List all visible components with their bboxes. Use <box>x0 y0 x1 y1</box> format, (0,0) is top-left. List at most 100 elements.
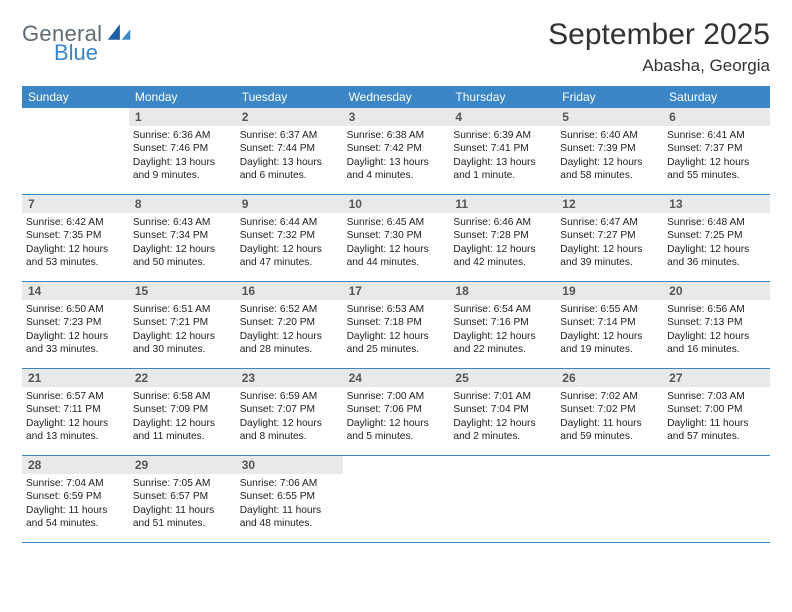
dl2-line: and 47 minutes. <box>240 256 339 269</box>
sunrise-line: Sunrise: 6:47 AM <box>560 216 659 229</box>
day-number: 22 <box>129 369 236 387</box>
day-cell: 20Sunrise: 6:56 AMSunset: 7:13 PMDayligh… <box>663 282 770 368</box>
sunset-line: Sunset: 7:35 PM <box>26 229 125 242</box>
calendar-weeks: 1Sunrise: 6:36 AMSunset: 7:46 PMDaylight… <box>22 108 770 543</box>
header-row: General Blue September 2025 Abasha, Geor… <box>22 18 770 76</box>
dl1-line: Daylight: 11 hours <box>560 417 659 430</box>
sunset-line: Sunset: 7:46 PM <box>133 142 232 155</box>
dl2-line: and 50 minutes. <box>133 256 232 269</box>
dl2-line: and 5 minutes. <box>347 430 446 443</box>
day-body: Sunrise: 6:45 AMSunset: 7:30 PMDaylight:… <box>343 213 450 274</box>
day-number: 26 <box>556 369 663 387</box>
empty-cell <box>556 456 663 542</box>
day-number: 2 <box>236 108 343 126</box>
dl1-line: Daylight: 11 hours <box>133 504 232 517</box>
sunset-line: Sunset: 7:06 PM <box>347 403 446 416</box>
day-body: Sunrise: 6:47 AMSunset: 7:27 PMDaylight:… <box>556 213 663 274</box>
day-number: 21 <box>22 369 129 387</box>
sunrise-line: Sunrise: 6:59 AM <box>240 390 339 403</box>
day-cell: 24Sunrise: 7:00 AMSunset: 7:06 PMDayligh… <box>343 369 450 455</box>
title-block: September 2025 Abasha, Georgia <box>548 18 770 76</box>
day-body: Sunrise: 6:55 AMSunset: 7:14 PMDaylight:… <box>556 300 663 361</box>
sunrise-line: Sunrise: 6:50 AM <box>26 303 125 316</box>
dl2-line: and 39 minutes. <box>560 256 659 269</box>
sunrise-line: Sunrise: 7:05 AM <box>133 477 232 490</box>
day-body: Sunrise: 6:51 AMSunset: 7:21 PMDaylight:… <box>129 300 236 361</box>
day-number: 6 <box>663 108 770 126</box>
sunrise-line: Sunrise: 6:53 AM <box>347 303 446 316</box>
dl2-line: and 2 minutes. <box>453 430 552 443</box>
dl1-line: Daylight: 12 hours <box>560 156 659 169</box>
dl2-line: and 4 minutes. <box>347 169 446 182</box>
dl1-line: Daylight: 12 hours <box>347 243 446 256</box>
page: General Blue September 2025 Abasha, Geor… <box>0 0 792 553</box>
sunset-line: Sunset: 7:28 PM <box>453 229 552 242</box>
day-cell: 29Sunrise: 7:05 AMSunset: 6:57 PMDayligh… <box>129 456 236 542</box>
dl1-line: Daylight: 11 hours <box>26 504 125 517</box>
dl1-line: Daylight: 12 hours <box>240 243 339 256</box>
day-cell: 1Sunrise: 6:36 AMSunset: 7:46 PMDaylight… <box>129 108 236 194</box>
day-body: Sunrise: 6:48 AMSunset: 7:25 PMDaylight:… <box>663 213 770 274</box>
week-row: 28Sunrise: 7:04 AMSunset: 6:59 PMDayligh… <box>22 456 770 543</box>
weekday-wednesday: Wednesday <box>343 86 450 108</box>
day-number: 20 <box>663 282 770 300</box>
day-body: Sunrise: 7:03 AMSunset: 7:00 PMDaylight:… <box>663 387 770 448</box>
day-body: Sunrise: 7:00 AMSunset: 7:06 PMDaylight:… <box>343 387 450 448</box>
sunset-line: Sunset: 7:25 PM <box>667 229 766 242</box>
sunrise-line: Sunrise: 6:39 AM <box>453 129 552 142</box>
day-cell: 5Sunrise: 6:40 AMSunset: 7:39 PMDaylight… <box>556 108 663 194</box>
dl1-line: Daylight: 12 hours <box>453 330 552 343</box>
sunrise-line: Sunrise: 7:03 AM <box>667 390 766 403</box>
weekday-friday: Friday <box>556 86 663 108</box>
sunrise-line: Sunrise: 7:02 AM <box>560 390 659 403</box>
dl2-line: and 33 minutes. <box>26 343 125 356</box>
dl2-line: and 22 minutes. <box>453 343 552 356</box>
sunset-line: Sunset: 7:14 PM <box>560 316 659 329</box>
weekday-thursday: Thursday <box>449 86 556 108</box>
empty-cell <box>449 456 556 542</box>
dl1-line: Daylight: 12 hours <box>347 330 446 343</box>
dl2-line: and 25 minutes. <box>347 343 446 356</box>
dl2-line: and 58 minutes. <box>560 169 659 182</box>
day-body: Sunrise: 6:53 AMSunset: 7:18 PMDaylight:… <box>343 300 450 361</box>
sunrise-line: Sunrise: 7:01 AM <box>453 390 552 403</box>
day-cell: 7Sunrise: 6:42 AMSunset: 7:35 PMDaylight… <box>22 195 129 281</box>
dl1-line: Daylight: 12 hours <box>26 243 125 256</box>
day-number: 3 <box>343 108 450 126</box>
dl1-line: Daylight: 13 hours <box>347 156 446 169</box>
sunset-line: Sunset: 7:00 PM <box>667 403 766 416</box>
day-cell: 4Sunrise: 6:39 AMSunset: 7:41 PMDaylight… <box>449 108 556 194</box>
sunrise-line: Sunrise: 6:38 AM <box>347 129 446 142</box>
day-cell: 27Sunrise: 7:03 AMSunset: 7:00 PMDayligh… <box>663 369 770 455</box>
dl2-line: and 53 minutes. <box>26 256 125 269</box>
sunrise-line: Sunrise: 7:06 AM <box>240 477 339 490</box>
location: Abasha, Georgia <box>548 56 770 76</box>
sunrise-line: Sunrise: 6:45 AM <box>347 216 446 229</box>
day-number: 4 <box>449 108 556 126</box>
day-body: Sunrise: 6:41 AMSunset: 7:37 PMDaylight:… <box>663 126 770 187</box>
dl2-line: and 48 minutes. <box>240 517 339 530</box>
day-number: 23 <box>236 369 343 387</box>
dl1-line: Daylight: 13 hours <box>453 156 552 169</box>
brand-word2: Blue <box>54 41 102 64</box>
dl2-line: and 6 minutes. <box>240 169 339 182</box>
sunrise-line: Sunrise: 6:55 AM <box>560 303 659 316</box>
day-body: Sunrise: 6:46 AMSunset: 7:28 PMDaylight:… <box>449 213 556 274</box>
sunrise-line: Sunrise: 7:04 AM <box>26 477 125 490</box>
dl2-line: and 51 minutes. <box>133 517 232 530</box>
day-cell: 8Sunrise: 6:43 AMSunset: 7:34 PMDaylight… <box>129 195 236 281</box>
dl1-line: Daylight: 12 hours <box>133 243 232 256</box>
empty-cell <box>663 456 770 542</box>
day-cell: 3Sunrise: 6:38 AMSunset: 7:42 PMDaylight… <box>343 108 450 194</box>
dl1-line: Daylight: 12 hours <box>667 330 766 343</box>
week-row: 21Sunrise: 6:57 AMSunset: 7:11 PMDayligh… <box>22 369 770 456</box>
weekday-sunday: Sunday <box>22 86 129 108</box>
day-number: 5 <box>556 108 663 126</box>
day-cell: 23Sunrise: 6:59 AMSunset: 7:07 PMDayligh… <box>236 369 343 455</box>
day-cell: 18Sunrise: 6:54 AMSunset: 7:16 PMDayligh… <box>449 282 556 368</box>
day-body: Sunrise: 7:06 AMSunset: 6:55 PMDaylight:… <box>236 474 343 535</box>
dl2-line: and 13 minutes. <box>26 430 125 443</box>
dl1-line: Daylight: 13 hours <box>240 156 339 169</box>
brand-sail-icon <box>106 22 132 47</box>
dl1-line: Daylight: 12 hours <box>240 330 339 343</box>
